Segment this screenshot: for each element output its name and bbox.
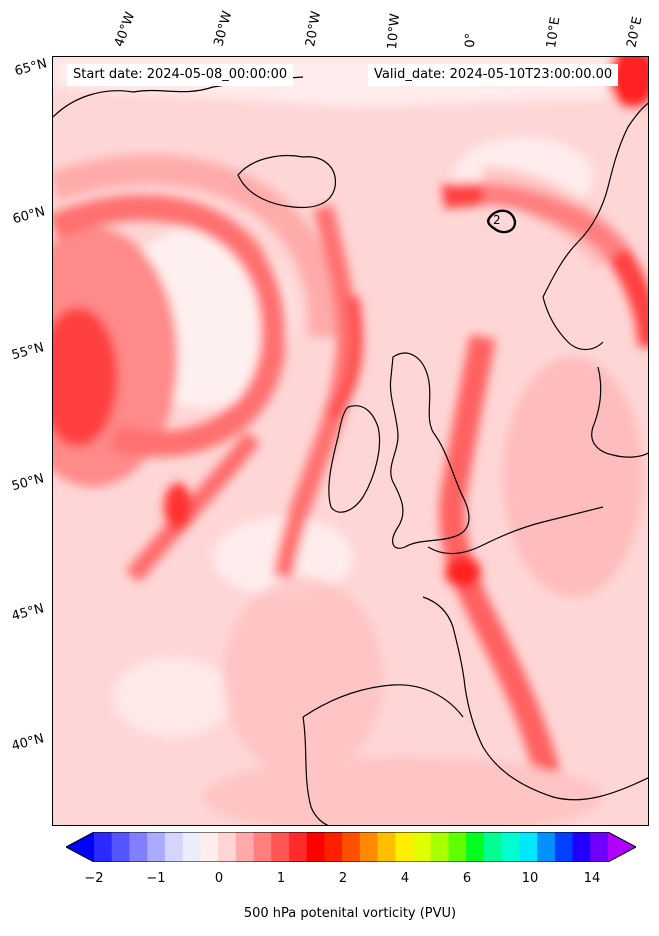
colorbar-segment <box>147 832 166 862</box>
colorbar-segment <box>94 832 113 862</box>
colorbar-extend-min <box>66 832 94 862</box>
colorbar-segment <box>395 832 414 862</box>
ireland-coast <box>328 405 381 513</box>
colorbar-tick: 2 <box>338 871 348 886</box>
lat-label-40n: 40°N <box>10 731 46 755</box>
colorbar-segment <box>466 832 485 862</box>
colorbar <box>66 832 636 862</box>
colorbar-tick: 0 <box>214 871 224 886</box>
colorbar-segment <box>519 832 538 862</box>
colorbar-segment <box>306 832 325 862</box>
colorbar-tick: 10 <box>521 871 539 886</box>
colorbar-tick: 14 <box>583 871 601 886</box>
map-panel <box>52 56 649 826</box>
colorbar-segment <box>572 832 591 862</box>
lat-label-60n: 60°N <box>11 204 47 228</box>
lat-label-65n: 65°N <box>13 56 49 80</box>
lon-label-30w: 30°W <box>211 9 236 48</box>
colorbar-segment <box>430 832 449 862</box>
colorbar-segment <box>554 832 574 862</box>
coastlines <box>53 76 648 825</box>
colorbar-segment <box>448 832 467 862</box>
great-britain-coast <box>389 352 470 549</box>
norway-south-coast <box>542 296 604 351</box>
start-date-label: Start date: 2024-05-08_00:00:00 <box>67 64 294 86</box>
colorbar-segment <box>271 832 290 862</box>
colorbar-segment <box>164 832 184 862</box>
colorbar-extend-max <box>608 832 636 862</box>
lon-label-10w: 10°W <box>385 12 404 50</box>
colorbar-segment <box>342 832 361 862</box>
france-west-coast <box>422 596 648 801</box>
colorbar-segment <box>413 832 432 862</box>
colorbar-segment <box>253 832 272 862</box>
pv-contour <box>487 209 517 234</box>
map-canvas <box>53 57 648 825</box>
colorbar-segment <box>111 832 130 862</box>
colorbar-segment <box>200 832 219 862</box>
colorbar-tick: 1 <box>276 871 286 886</box>
colorbar-segment <box>537 832 556 862</box>
colorbar-segment <box>129 832 148 862</box>
colorbar-segment <box>324 832 343 862</box>
denmark-coast <box>591 366 614 456</box>
lat-label-55n: 55°N <box>10 340 46 364</box>
colorbar-label: 500 hPa potenital vorticity (PVU) <box>243 906 457 921</box>
iberia-north-coast <box>302 684 464 718</box>
colorbar-segment <box>218 832 237 862</box>
colorbar-segment <box>483 832 503 862</box>
valid-date-label: Valid_date: 2024-05-10T23:00:00.00 <box>368 64 619 86</box>
colorbar-tick: 4 <box>400 871 410 886</box>
colorbar-segment <box>359 832 379 862</box>
lon-label-20e: 20°E <box>624 15 646 50</box>
colorbar-segment <box>590 832 609 862</box>
pv-field <box>53 57 648 825</box>
colorbar-segment <box>182 832 201 862</box>
colorbar-segment <box>501 832 520 862</box>
baltic-coast <box>612 452 648 458</box>
lon-label-0: 0° <box>463 32 479 48</box>
pv-contour-label: 2 <box>493 213 501 227</box>
france-north-coast <box>427 506 604 555</box>
colorbar-tick: −1 <box>146 871 166 886</box>
colorbar-tick: 6 <box>462 871 472 886</box>
lat-label-45n: 45°N <box>10 601 46 625</box>
lon-label-10e: 10°E <box>544 15 564 49</box>
lon-label-40w: 40°W <box>111 10 139 49</box>
norway-coast <box>542 102 648 298</box>
colorbar-tick: −2 <box>84 871 104 886</box>
colorbar-segment <box>288 832 308 862</box>
lon-label-20w: 20°W <box>303 10 325 49</box>
lat-label-50n: 50°N <box>10 471 46 495</box>
iceland-coast <box>237 154 336 209</box>
colorbar-segment <box>377 832 396 862</box>
colorbar-segment <box>235 832 255 862</box>
iberia-west-coast <box>302 716 329 825</box>
